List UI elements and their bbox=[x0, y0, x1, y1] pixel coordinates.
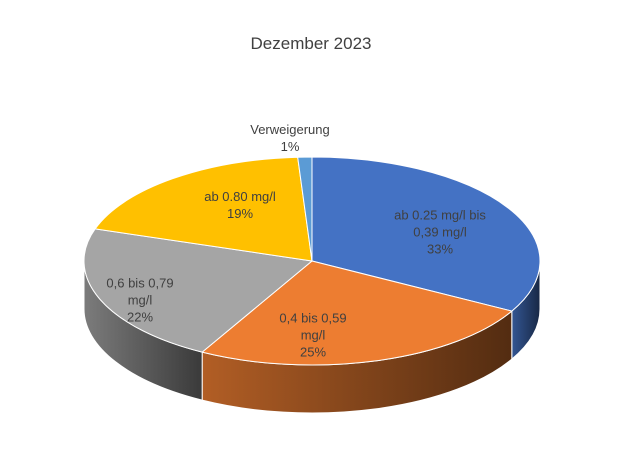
slice bbox=[83, 228, 314, 353]
data-label: 0,4 bis 0,59 mg/l 25% bbox=[266, 310, 361, 361]
slice bbox=[297, 156, 313, 262]
value-label: 19% bbox=[226, 206, 254, 221]
data-label: 0,6 bis 0,79 mg/l 22% bbox=[93, 275, 188, 326]
data-label: Verweigerung 1% bbox=[235, 121, 345, 155]
category-label: Verweigerung bbox=[250, 122, 330, 137]
category-label: ab 0.80 mg/l bbox=[204, 189, 276, 204]
value-label: 1% bbox=[280, 139, 300, 154]
slice bbox=[201, 260, 513, 366]
value-label: 25% bbox=[299, 344, 327, 360]
category-label: 0,6 bis 0,79 mg/l bbox=[106, 275, 174, 308]
value-label: 33% bbox=[426, 241, 454, 257]
data-label: ab 0.80 mg/l 19% bbox=[185, 188, 295, 222]
category-label: 0,4 bis 0,59 mg/l bbox=[279, 310, 347, 343]
chart-title: Dezember 2023 bbox=[250, 34, 372, 53]
category-label: ab 0.25 mg/l bis 0,39 mg/l bbox=[394, 207, 486, 240]
slice bbox=[311, 156, 541, 312]
slice bbox=[94, 156, 313, 262]
data-label: ab 0.25 mg/l bis 0,39 mg/l 33% bbox=[381, 207, 499, 258]
value-label: 22% bbox=[126, 309, 154, 325]
